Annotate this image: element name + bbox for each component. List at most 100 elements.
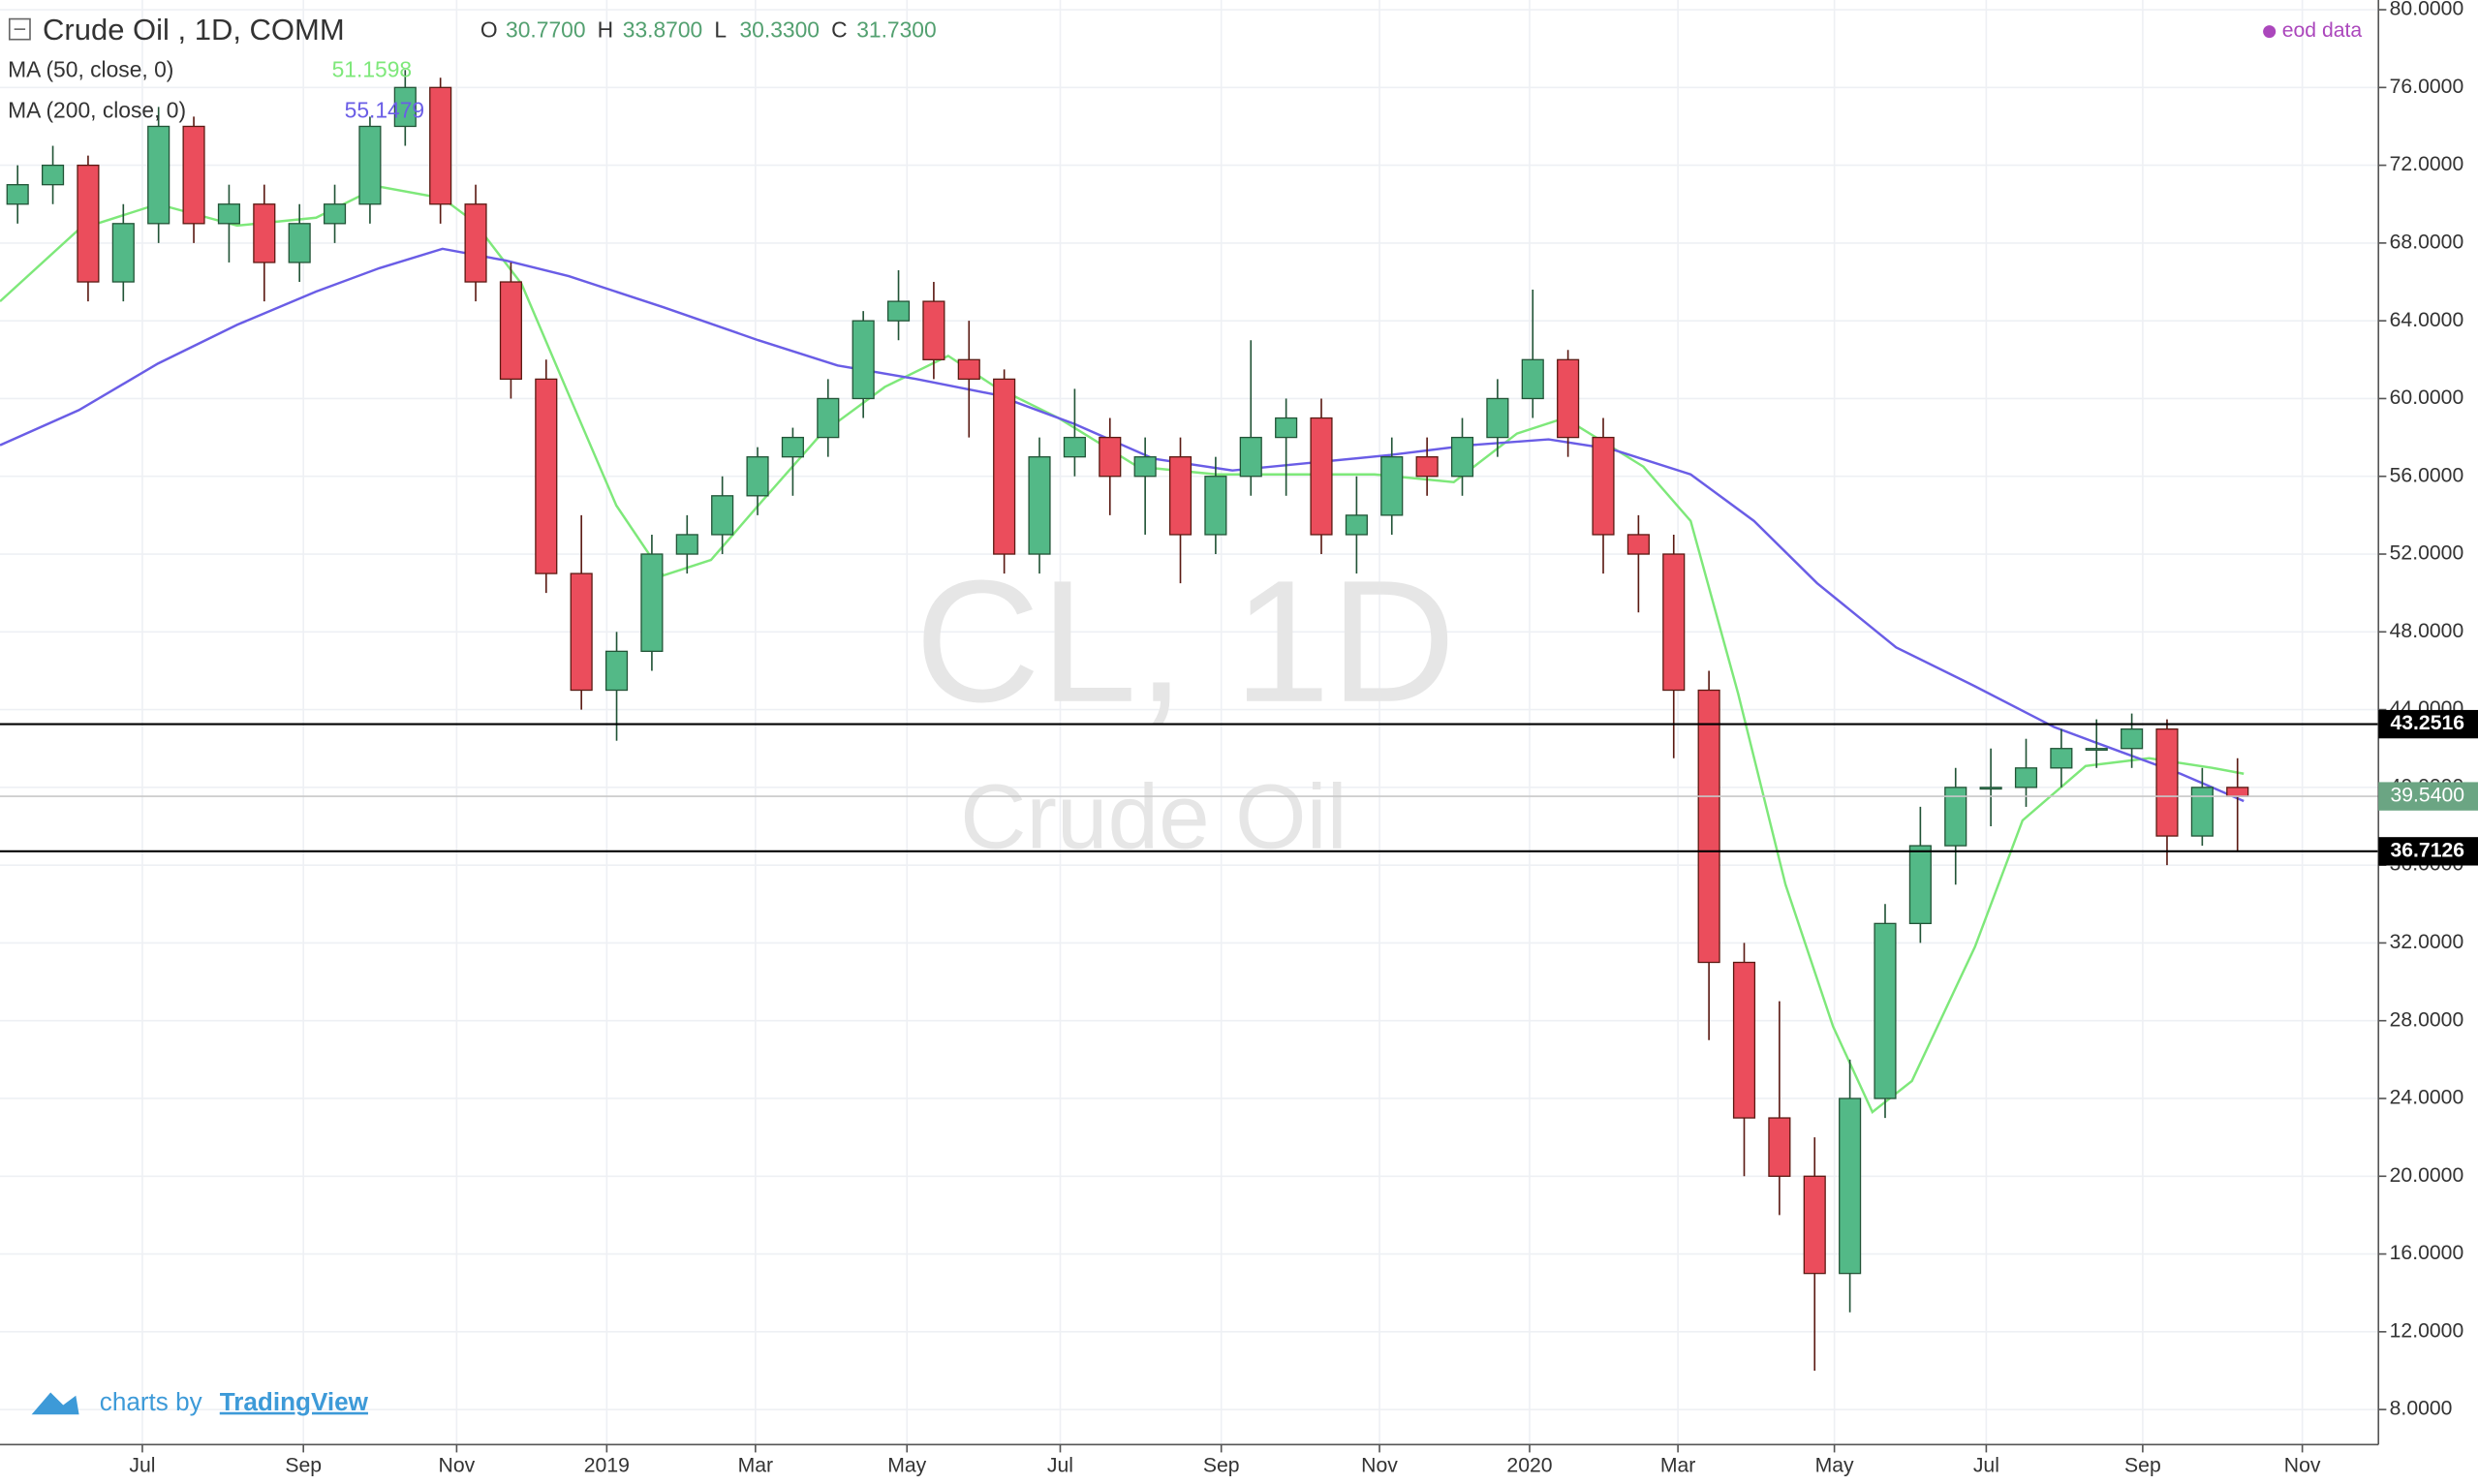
candle-body <box>1028 456 1051 555</box>
candle-body <box>535 378 558 574</box>
x-tick-label: Sep <box>1203 1455 1240 1477</box>
ohlc-legend: O 30.7700 H 33.8700 L 30.3300 C 31.7300 <box>480 17 937 43</box>
candle-body <box>711 495 734 536</box>
candle-body <box>852 320 875 400</box>
branding-link[interactable]: TradingView <box>220 1387 369 1416</box>
y-tick-label: 8.0000 <box>2390 1398 2453 1420</box>
candle-body <box>2014 767 2038 788</box>
candle-body <box>1944 787 1967 847</box>
symbol-title: Crude Oil , 1D, COMM <box>43 13 345 46</box>
candle-body <box>957 358 980 381</box>
candle-body <box>1168 456 1193 536</box>
source-dot <box>2263 25 2277 39</box>
x-tick-label: May <box>1815 1455 1854 1477</box>
candle-body <box>2155 728 2179 837</box>
candle-body <box>1239 436 1262 478</box>
ma50-legend-value: 51.1598 <box>332 56 413 81</box>
candle-body <box>1592 436 1615 536</box>
y-tick-label: 24.0000 <box>2390 1087 2464 1109</box>
watermark-name: Crude Oil <box>960 766 1347 869</box>
candle-body <box>147 125 170 225</box>
candle-body <box>1133 456 1157 478</box>
candle-body <box>922 300 945 360</box>
ohlc-name: L <box>714 17 727 43</box>
y-tick-label: 32.0000 <box>2390 931 2464 953</box>
last-price-label: 39.5400 <box>2390 785 2464 807</box>
x-tick-label: May <box>887 1455 926 1477</box>
x-tick-label: Nov <box>1361 1455 1398 1477</box>
ohlc-value: 30.3300 <box>739 17 820 43</box>
x-tick-label: Jul <box>129 1455 155 1477</box>
candle-body <box>41 164 65 186</box>
candle-body <box>746 456 769 497</box>
candle-body <box>2050 748 2073 769</box>
candle-body <box>182 125 205 225</box>
candle-body <box>604 650 629 692</box>
ma200-legend-value: 55.1479 <box>345 98 425 123</box>
candle-body <box>1768 1117 1791 1177</box>
y-tick-label: 60.0000 <box>2390 386 2464 409</box>
candle-body <box>1874 922 1897 1099</box>
candle-body <box>1415 456 1439 478</box>
candle-body <box>1662 553 1686 692</box>
candle-body <box>253 203 276 263</box>
candle-body <box>464 203 487 283</box>
x-tick-label: Mar <box>1660 1455 1696 1477</box>
candle-body <box>1979 787 2002 790</box>
price-label: 36.7126 <box>2390 839 2464 861</box>
candle-body <box>1908 845 1932 925</box>
candle-body <box>2085 748 2108 752</box>
candle-body <box>2226 787 2249 797</box>
y-tick-label: 28.0000 <box>2390 1008 2464 1031</box>
candle-body <box>1099 436 1122 478</box>
y-tick-label: 48.0000 <box>2390 620 2464 642</box>
candle-body <box>1310 417 1333 536</box>
y-tick-label: 52.0000 <box>2390 542 2464 565</box>
x-tick-label: Jul <box>1047 1455 1073 1477</box>
candle-body <box>393 86 417 128</box>
candle-body <box>1557 358 1580 439</box>
candle-body <box>1626 534 1650 555</box>
y-tick-label: 76.0000 <box>2390 76 2464 98</box>
candle-body <box>77 164 100 283</box>
x-tick-label: Jul <box>1973 1455 1999 1477</box>
source-label: eod data <box>2282 19 2363 42</box>
candle-body <box>993 378 1016 555</box>
candle-body <box>1521 358 1544 400</box>
y-tick-label: 72.0000 <box>2390 153 2464 175</box>
y-tick-label: 68.0000 <box>2390 231 2464 253</box>
candle-body <box>288 223 311 263</box>
candle-body <box>6 184 29 205</box>
x-tick-label: Nov <box>439 1455 476 1477</box>
y-tick-label: 56.0000 <box>2390 464 2464 486</box>
candle-body <box>1063 436 1086 458</box>
candle-body <box>2190 787 2214 837</box>
watermark-symbol: CL, 1D <box>914 545 1456 739</box>
candle-body <box>1697 689 1720 964</box>
x-tick-label: Nov <box>2284 1455 2321 1477</box>
candle-body <box>675 534 698 555</box>
x-tick-label: Sep <box>285 1455 322 1477</box>
x-tick-label: 2020 <box>1506 1455 1552 1477</box>
x-tick-label: Sep <box>2124 1455 2161 1477</box>
candle-body <box>323 203 347 225</box>
candle-body <box>1450 436 1474 478</box>
last-price-box <box>2378 782 2478 811</box>
x-tick-label: Mar <box>738 1455 774 1477</box>
candle-body <box>1486 397 1509 439</box>
ohlc-value: 31.7300 <box>856 17 937 43</box>
plot <box>0 70 2379 1371</box>
ma50-legend-name: MA (50, close, 0) <box>8 56 173 81</box>
candle-body <box>1803 1175 1826 1275</box>
ohlc-name: H <box>598 17 613 43</box>
candle-body <box>429 86 452 205</box>
candle-body <box>640 553 664 653</box>
ohlc-name: O <box>480 17 498 43</box>
price-label: 43.2516 <box>2390 712 2464 734</box>
y-tick-label: 80.0000 <box>2390 0 2464 20</box>
y-tick-label: 16.0000 <box>2390 1242 2464 1264</box>
collapse-icon[interactable] <box>8 17 31 41</box>
price-label-box <box>2378 709 2478 739</box>
candle-body <box>781 436 804 458</box>
